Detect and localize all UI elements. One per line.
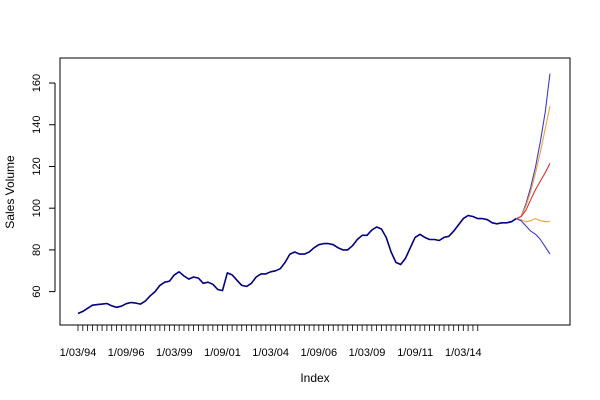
series-layer <box>77 73 551 315</box>
y-axis-title: Sales Volume <box>3 155 17 229</box>
series-line-historical <box>77 214 517 315</box>
x-tick-label: 1/03/09 <box>349 347 386 359</box>
x-tick-label: 1/03/94 <box>60 347 97 359</box>
series-line-forecast-1 <box>516 73 551 220</box>
x-tick-label: 1/09/96 <box>108 347 145 359</box>
plot-frame <box>59 57 571 326</box>
x-tick-label: 1/03/04 <box>252 347 289 359</box>
x-tick-label: 1/09/06 <box>300 347 337 359</box>
series-line-forecast-3 <box>516 163 551 220</box>
y-tick-label: 80 <box>31 244 43 256</box>
x-axis: 1/03/94 1/09/96 1/03/99 1/09/01 1/03/04 1/09/… <box>60 324 482 359</box>
series-line-forecast-5 <box>516 218 551 255</box>
y-tick-label: 140 <box>31 116 43 134</box>
series-line-forecast-2 <box>516 105 551 220</box>
y-tick-label: 60 <box>31 286 43 298</box>
x-axis-title: Index <box>300 371 329 385</box>
x-tick-label: 1/03/14 <box>445 347 482 359</box>
series-line-forecast-4 <box>516 218 550 223</box>
x-tick-label: 1/09/11 <box>397 347 433 359</box>
y-axis: 60 80 100 120 140 160 <box>31 74 56 298</box>
y-tick-label: 160 <box>31 74 43 92</box>
x-tick-label: 1/03/99 <box>156 347 193 359</box>
y-tick-label: 120 <box>31 157 43 175</box>
x-tick-label: 1/09/01 <box>204 347 241 359</box>
y-tick-label: 100 <box>31 199 43 217</box>
